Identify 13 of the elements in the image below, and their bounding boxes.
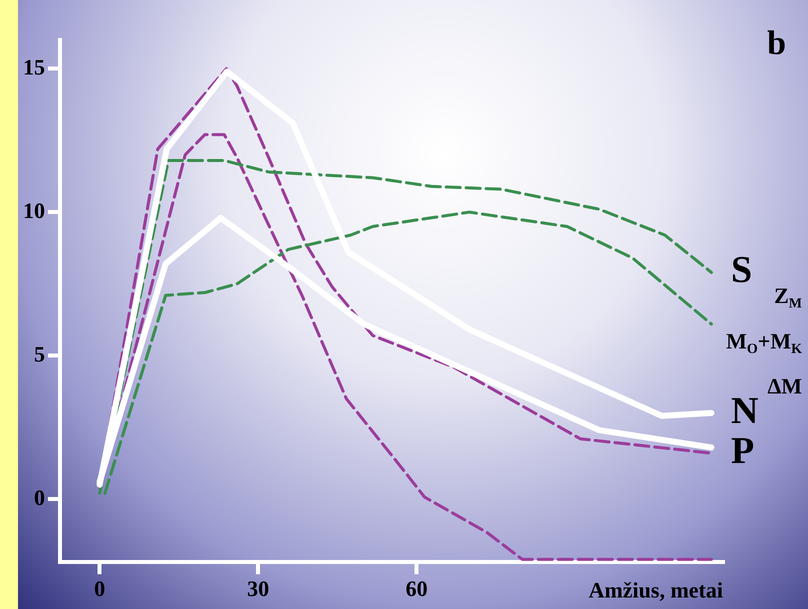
series-label: S — [731, 249, 752, 292]
y-tick-label: 10 — [23, 198, 45, 223]
x-tick-label: 0 — [94, 576, 106, 602]
y-tick-label: 0 — [34, 484, 45, 510]
x-axis-title: Amžius, metai — [588, 577, 723, 602]
y-tick-label: 5 — [34, 341, 45, 366]
text: ΔM — [767, 374, 802, 399]
x-tick-label: 60 — [406, 576, 428, 602]
y-tick-label: 15 — [23, 54, 45, 80]
series-label: P — [731, 430, 754, 472]
text: b — [767, 24, 786, 62]
x-tick-label: 30 — [247, 576, 270, 602]
series-label: N — [731, 390, 758, 432]
